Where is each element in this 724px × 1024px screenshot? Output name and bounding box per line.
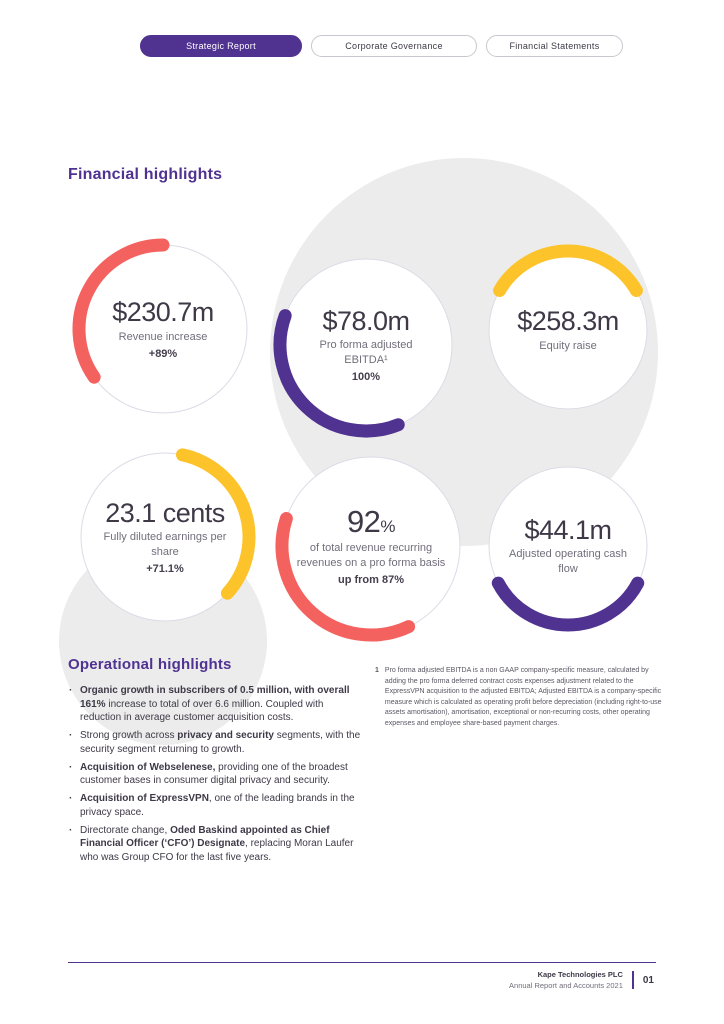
footer-divider xyxy=(631,971,634,990)
footer-text-block: Kape Technologies PLC Annual Report and … xyxy=(509,969,623,992)
tab-strategic-report[interactable]: Strategic Report xyxy=(140,35,302,57)
footnote-text: Pro forma adjusted EBITDA is a non GAAP … xyxy=(384,667,662,727)
tab-corporate-governance[interactable]: Corporate Governance xyxy=(311,35,477,57)
stat-ring xyxy=(80,448,256,622)
bullet-text: Directorate change, xyxy=(80,824,171,836)
stat-content: $78.0m Pro forma adjusted EBITDA¹ 100% xyxy=(287,266,445,424)
bullet-text: Strong growth across xyxy=(80,730,178,741)
bullet-text: , replacing Moran Laufer who was Group C… xyxy=(80,838,354,863)
stat-content: $230.7m Revenue increase +89% xyxy=(86,252,240,406)
stat-circle-recurring-revenue: 92% of total revenue recurring revenues … xyxy=(274,449,468,643)
footer-rule xyxy=(68,962,656,963)
operational-highlights-title: Operational highlights xyxy=(68,656,232,673)
bullet-text-bold: Oded Baskind appointed as Chief Financia… xyxy=(80,824,330,850)
stat-circle-operating-cash-flow: $44.1m Adjusted operating cash flow xyxy=(481,459,655,633)
stat-value-main: $230.7m xyxy=(112,297,214,328)
stat-value-main: 92 xyxy=(346,503,381,539)
stat-value: $258.3m xyxy=(517,307,619,335)
stat-label: Fully diluted earnings per share xyxy=(103,531,227,558)
stat-value-main: $258.3m xyxy=(517,306,619,337)
bullet-text: providing one of the broadest customer b… xyxy=(80,761,348,787)
stat-value: $78.0m xyxy=(322,306,410,337)
section-tabs: Strategic Report Corporate Governance Fi… xyxy=(140,35,623,57)
bullet-text-bold: Acquisition of ExpressVPN xyxy=(80,793,209,804)
stat-value-main: $78.0m xyxy=(322,306,410,337)
page-number: 01 xyxy=(642,974,654,986)
bullet-text: increase to total of over 6.6 million. C… xyxy=(80,698,324,724)
tab-financial-statements[interactable]: Financial Statements xyxy=(486,35,623,57)
stat-content: $44.1m Adjusted operating cash flow xyxy=(496,474,640,618)
bullet-text: segments, with the security segment retu… xyxy=(80,730,361,755)
stat-label: Pro forma adjusted EBITDA¹ xyxy=(319,339,413,366)
stat-value-suffix: % xyxy=(380,516,396,536)
footer-report-title: Annual Report and Accounts 2021 xyxy=(509,981,623,991)
stat-ring xyxy=(72,238,248,414)
operational-bullet: Acquisition of ExpressVPN, one of the le… xyxy=(68,792,366,819)
page-footer: Kape Technologies PLC Annual Report and … xyxy=(509,969,654,992)
footnote-marker: 1 xyxy=(375,667,379,674)
stat-sub-value: 100% xyxy=(351,370,381,383)
stat-value: $230.7m xyxy=(112,298,214,326)
operational-bullet: Directorate change, Oded Baskind appoint… xyxy=(68,824,366,865)
stat-value: 92% xyxy=(346,503,396,539)
stat-label: of total revenue recurring revenues on a… xyxy=(296,542,446,569)
operational-bullet: Acquisition of Webselenese, providing on… xyxy=(68,761,366,788)
stat-sub-value: up from 87% xyxy=(337,574,404,587)
stat-label: Equity raise xyxy=(539,339,597,352)
stat-value: 23.1 cents xyxy=(105,499,225,527)
stat-ring xyxy=(488,466,648,632)
bullet-text-bold: Acquisition of Webselenese, xyxy=(80,761,216,773)
operational-bullet: Strong growth across privacy and securit… xyxy=(68,729,366,756)
stat-content: $258.3m Equity raise xyxy=(496,258,640,402)
stat-circle-revenue-increase: $230.7m Revenue increase +89% xyxy=(71,237,255,421)
stat-ring xyxy=(488,244,648,410)
stat-value-main: 23.1 cents xyxy=(105,498,225,529)
stat-circle-proforma-ebitda: $78.0m Pro forma adjusted EBITDA¹ 100% xyxy=(272,251,460,439)
bullet-text: , one of the leading brands in the priva… xyxy=(80,793,355,818)
stat-content: 92% of total revenue recurring revenues … xyxy=(289,464,453,628)
bullet-text-bold: Organic growth in subscribers of 0.5 mil… xyxy=(80,685,350,710)
footer-company: Kape Technologies PLC xyxy=(537,970,623,979)
stat-ring xyxy=(273,258,453,438)
stat-sub-value: +71.1% xyxy=(146,562,184,575)
stat-ring xyxy=(275,456,461,642)
financial-highlights-title: Financial highlights xyxy=(68,166,223,183)
stat-value-main: $44.1m xyxy=(524,515,612,546)
stat-circle-equity-raise: $258.3m Equity raise xyxy=(481,243,655,417)
stat-sub-value: +89% xyxy=(148,347,178,360)
footnote: 1 Pro forma adjusted EBITDA is a non GAA… xyxy=(375,666,663,729)
stat-label: Adjusted operating cash flow xyxy=(508,548,628,575)
stat-label: Revenue increase xyxy=(118,330,208,343)
stat-circle-diluted-eps: 23.1 cents Fully diluted earnings per sh… xyxy=(73,445,257,629)
stat-content: 23.1 cents Fully diluted earnings per sh… xyxy=(88,460,242,614)
operational-bullet: Organic growth in subscribers of 0.5 mil… xyxy=(68,684,366,725)
stat-value: $44.1m xyxy=(524,515,612,546)
operational-list: Organic growth in subscribers of 0.5 mil… xyxy=(68,684,366,869)
bullet-text-bold: privacy and security xyxy=(177,730,274,741)
